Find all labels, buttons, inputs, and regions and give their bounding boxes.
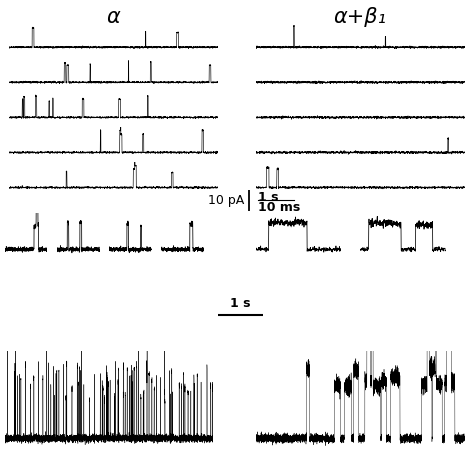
- Text: 10 ms: 10 ms: [258, 201, 301, 214]
- Text: 1 s: 1 s: [258, 191, 279, 203]
- Text: α+β₁: α+β₁: [334, 7, 387, 27]
- Text: α: α: [107, 7, 121, 27]
- Text: 1 s: 1 s: [230, 297, 251, 310]
- Text: 10 pA: 10 pA: [208, 194, 244, 207]
